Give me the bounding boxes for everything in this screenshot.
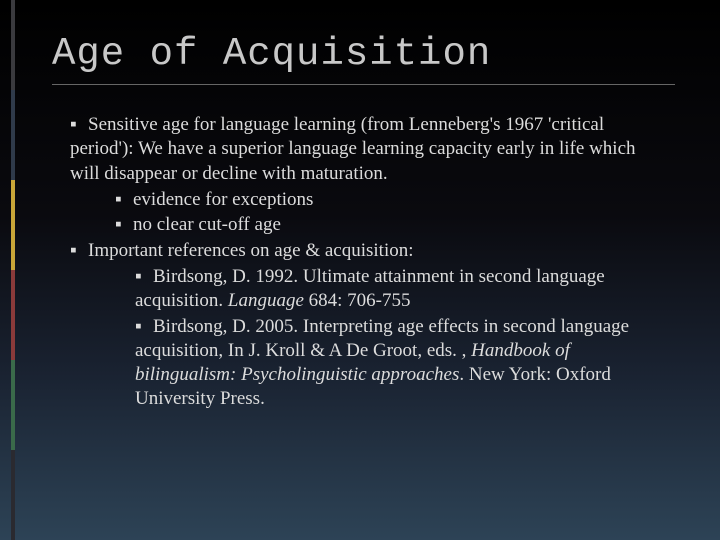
- bullet-glyph: ▪: [115, 188, 133, 212]
- bullet-text: no clear cut-off age: [133, 214, 281, 235]
- bullet-level2: ▪no clear cut-off age: [70, 213, 665, 237]
- accent-seg: [11, 0, 15, 90]
- slide-content: ▪Sensitive age for language learning (fr…: [0, 85, 720, 412]
- bullet-glyph: ▪: [135, 265, 153, 289]
- bullet-level3: ▪Birdsong, D. 1992. Ultimate attainment …: [70, 265, 665, 314]
- accent-bar: [11, 0, 15, 540]
- slide-title: Age of Acquisition: [0, 0, 720, 84]
- accent-seg: [11, 180, 15, 270]
- accent-seg: [11, 450, 15, 540]
- ref-text: Birdsong, D. 2005. Interpreting age effe…: [135, 316, 629, 410]
- bullet-text: Sensitive age for language learning (fro…: [70, 114, 636, 184]
- bullet-text: evidence for exceptions: [133, 189, 313, 210]
- bullet-glyph: ▪: [135, 315, 153, 339]
- bullet-text: Important references on age & acquisitio…: [88, 240, 414, 261]
- bullet-level1: ▪Sensitive age for language learning (fr…: [70, 113, 665, 186]
- ref-text: Birdsong, D. 1992. Ultimate attainment i…: [135, 266, 605, 311]
- bullet-level1: ▪Important references on age & acquisiti…: [70, 239, 665, 263]
- accent-seg: [11, 360, 15, 450]
- bullet-glyph: ▪: [70, 239, 88, 263]
- bullet-glyph: ▪: [70, 113, 88, 137]
- accent-seg: [11, 270, 15, 360]
- bullet-glyph: ▪: [115, 213, 133, 237]
- bullet-level3: ▪Birdsong, D. 2005. Interpreting age eff…: [70, 315, 665, 412]
- bullet-level2: ▪evidence for exceptions: [70, 188, 665, 212]
- accent-seg: [11, 90, 15, 180]
